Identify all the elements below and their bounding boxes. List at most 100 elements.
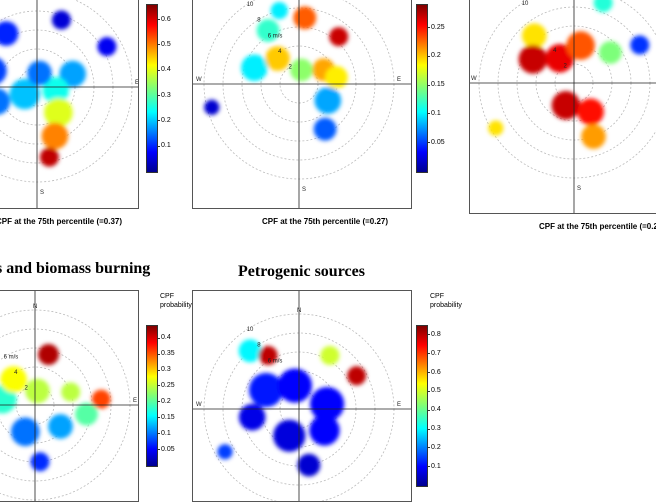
colorbar-tick-label: 0.1 <box>161 142 171 150</box>
colorbar-tick-mark <box>427 55 430 57</box>
colorbar-tick-mark <box>427 84 430 86</box>
colorbar-tick-mark <box>427 409 430 411</box>
cpf-blob <box>256 19 280 42</box>
cpf-blob <box>290 58 313 82</box>
cpf-blob <box>61 382 81 402</box>
colorbar-5 <box>416 325 428 487</box>
ring-label: 2 <box>289 64 293 70</box>
compass-n: N <box>297 308 301 314</box>
caption-1: CPF at the 75th percentile (=0.37) <box>0 217 123 226</box>
colorbar-tick-label: 0.25 <box>161 381 175 389</box>
polar-panel-3: 2 4 10 W S <box>469 0 656 214</box>
cpf-blob <box>59 60 86 88</box>
colorbar-tick-label: 0.35 <box>161 350 175 358</box>
cpf-blob <box>488 120 504 136</box>
colorbar-tick-mark <box>157 44 160 46</box>
ring-label: 2 <box>25 385 29 391</box>
ring-label: 4 <box>14 370 18 376</box>
colorbar-4 <box>146 325 158 467</box>
cpf-blob <box>314 87 342 114</box>
cpf-blob <box>48 414 73 439</box>
colorbar-tick-mark <box>157 449 160 451</box>
heading-4: s and biomass burning <box>0 260 151 277</box>
colorbar-tick-label: 0.8 <box>431 330 441 338</box>
colorbar-tick-label: 0.1 <box>431 462 441 470</box>
ring-label: 10 <box>247 2 254 8</box>
colorbar-tick-label: 0.3 <box>161 366 171 374</box>
colorbar-tick-mark <box>157 417 160 419</box>
cpf-blob <box>75 402 98 426</box>
cpf-blob <box>297 453 321 477</box>
cpf-blob <box>270 2 288 20</box>
polar-plot-4: 2 4 6 m/s N E <box>0 291 138 501</box>
cpf-blob <box>630 35 650 55</box>
cpf-blob <box>249 372 284 408</box>
cpf-blob <box>277 368 312 403</box>
cpf-blob <box>347 366 367 386</box>
cpf-blob <box>522 23 547 48</box>
colorbar-tick-mark <box>427 334 430 336</box>
cpf-blob <box>42 77 69 104</box>
cpf-blob <box>309 415 340 446</box>
cpf-blob <box>258 346 278 365</box>
colorbar-tick-label: 0.2 <box>161 116 171 124</box>
colorbar-tick-mark <box>427 113 430 115</box>
cpf-blob <box>97 37 117 57</box>
colorbar-tick-label: 0.15 <box>431 81 445 89</box>
colorbar-tick-mark <box>427 447 430 449</box>
ring-label: 10 <box>522 1 529 7</box>
colorbar-tick-mark <box>157 369 160 371</box>
colorbar-tick-label: 0.4 <box>431 406 441 414</box>
cpf-blob <box>599 41 622 64</box>
cpf-blob <box>238 403 266 431</box>
ring-label: 10 <box>247 327 254 333</box>
cpf-blob <box>238 339 262 363</box>
cpf-blob <box>25 378 50 404</box>
colorbar-tick-mark <box>427 390 430 392</box>
polar-panel-5: 6 m/s 8 10 N W E <box>192 290 412 502</box>
cpf-blob <box>551 91 581 120</box>
compass-w: W <box>196 402 202 408</box>
cpf-blob <box>577 98 604 126</box>
colorbar-tick-label: 0.5 <box>431 387 441 395</box>
polar-plot-2: 2 4 6 m/s 8 10 W E S <box>193 0 411 208</box>
colorbar-tick-label: 0.2 <box>431 443 441 451</box>
compass-w: W <box>471 76 477 82</box>
colorbar-tick-label: 0.05 <box>161 445 175 453</box>
cpf-blob <box>581 124 606 149</box>
compass-e: E <box>397 77 401 83</box>
cpf-blob <box>217 444 233 460</box>
ring-label: 4 <box>553 48 557 54</box>
legend-title-4: CPF probability <box>160 293 192 309</box>
cpf-blob <box>0 58 7 83</box>
ring-label: 4 <box>278 49 282 55</box>
colorbar-tick-label: 0.3 <box>161 91 171 99</box>
ring-label: 8 <box>257 18 261 24</box>
legend-title-5: CPF probability <box>430 293 462 309</box>
cpf-blob <box>313 117 337 141</box>
colorbar-tick-label: 0.2 <box>161 397 171 405</box>
colorbar-tick-mark <box>157 433 160 435</box>
colorbar-tick-label: 0.4 <box>161 334 171 342</box>
compass-s: S <box>40 190 44 196</box>
colorbar-tick-mark <box>427 353 430 355</box>
colorbar-tick-label: 0.1 <box>431 109 441 117</box>
polar-plot-3: 2 4 10 W S <box>470 0 656 213</box>
cpf-blob <box>241 54 268 82</box>
colorbar-tick-label: 0.1 <box>161 429 171 437</box>
cpf-blob <box>325 66 348 89</box>
ring-label: 6 m/s <box>268 33 283 39</box>
colorbar-tick-mark <box>157 337 160 339</box>
colorbar-tick-label: 0.05 <box>431 138 445 146</box>
cpf-blob <box>10 417 40 447</box>
cpf-blob <box>310 387 345 422</box>
polar-plot-1: ES <box>0 0 138 208</box>
cpf-blob <box>545 44 574 73</box>
cpf-blob <box>204 99 220 115</box>
cpf-blob <box>51 10 71 30</box>
compass-s: S <box>302 187 306 193</box>
cpf-blob <box>293 6 317 30</box>
cpf-blob <box>41 122 69 150</box>
compass-n: N <box>33 304 37 310</box>
colorbar-tick-mark <box>157 401 160 403</box>
